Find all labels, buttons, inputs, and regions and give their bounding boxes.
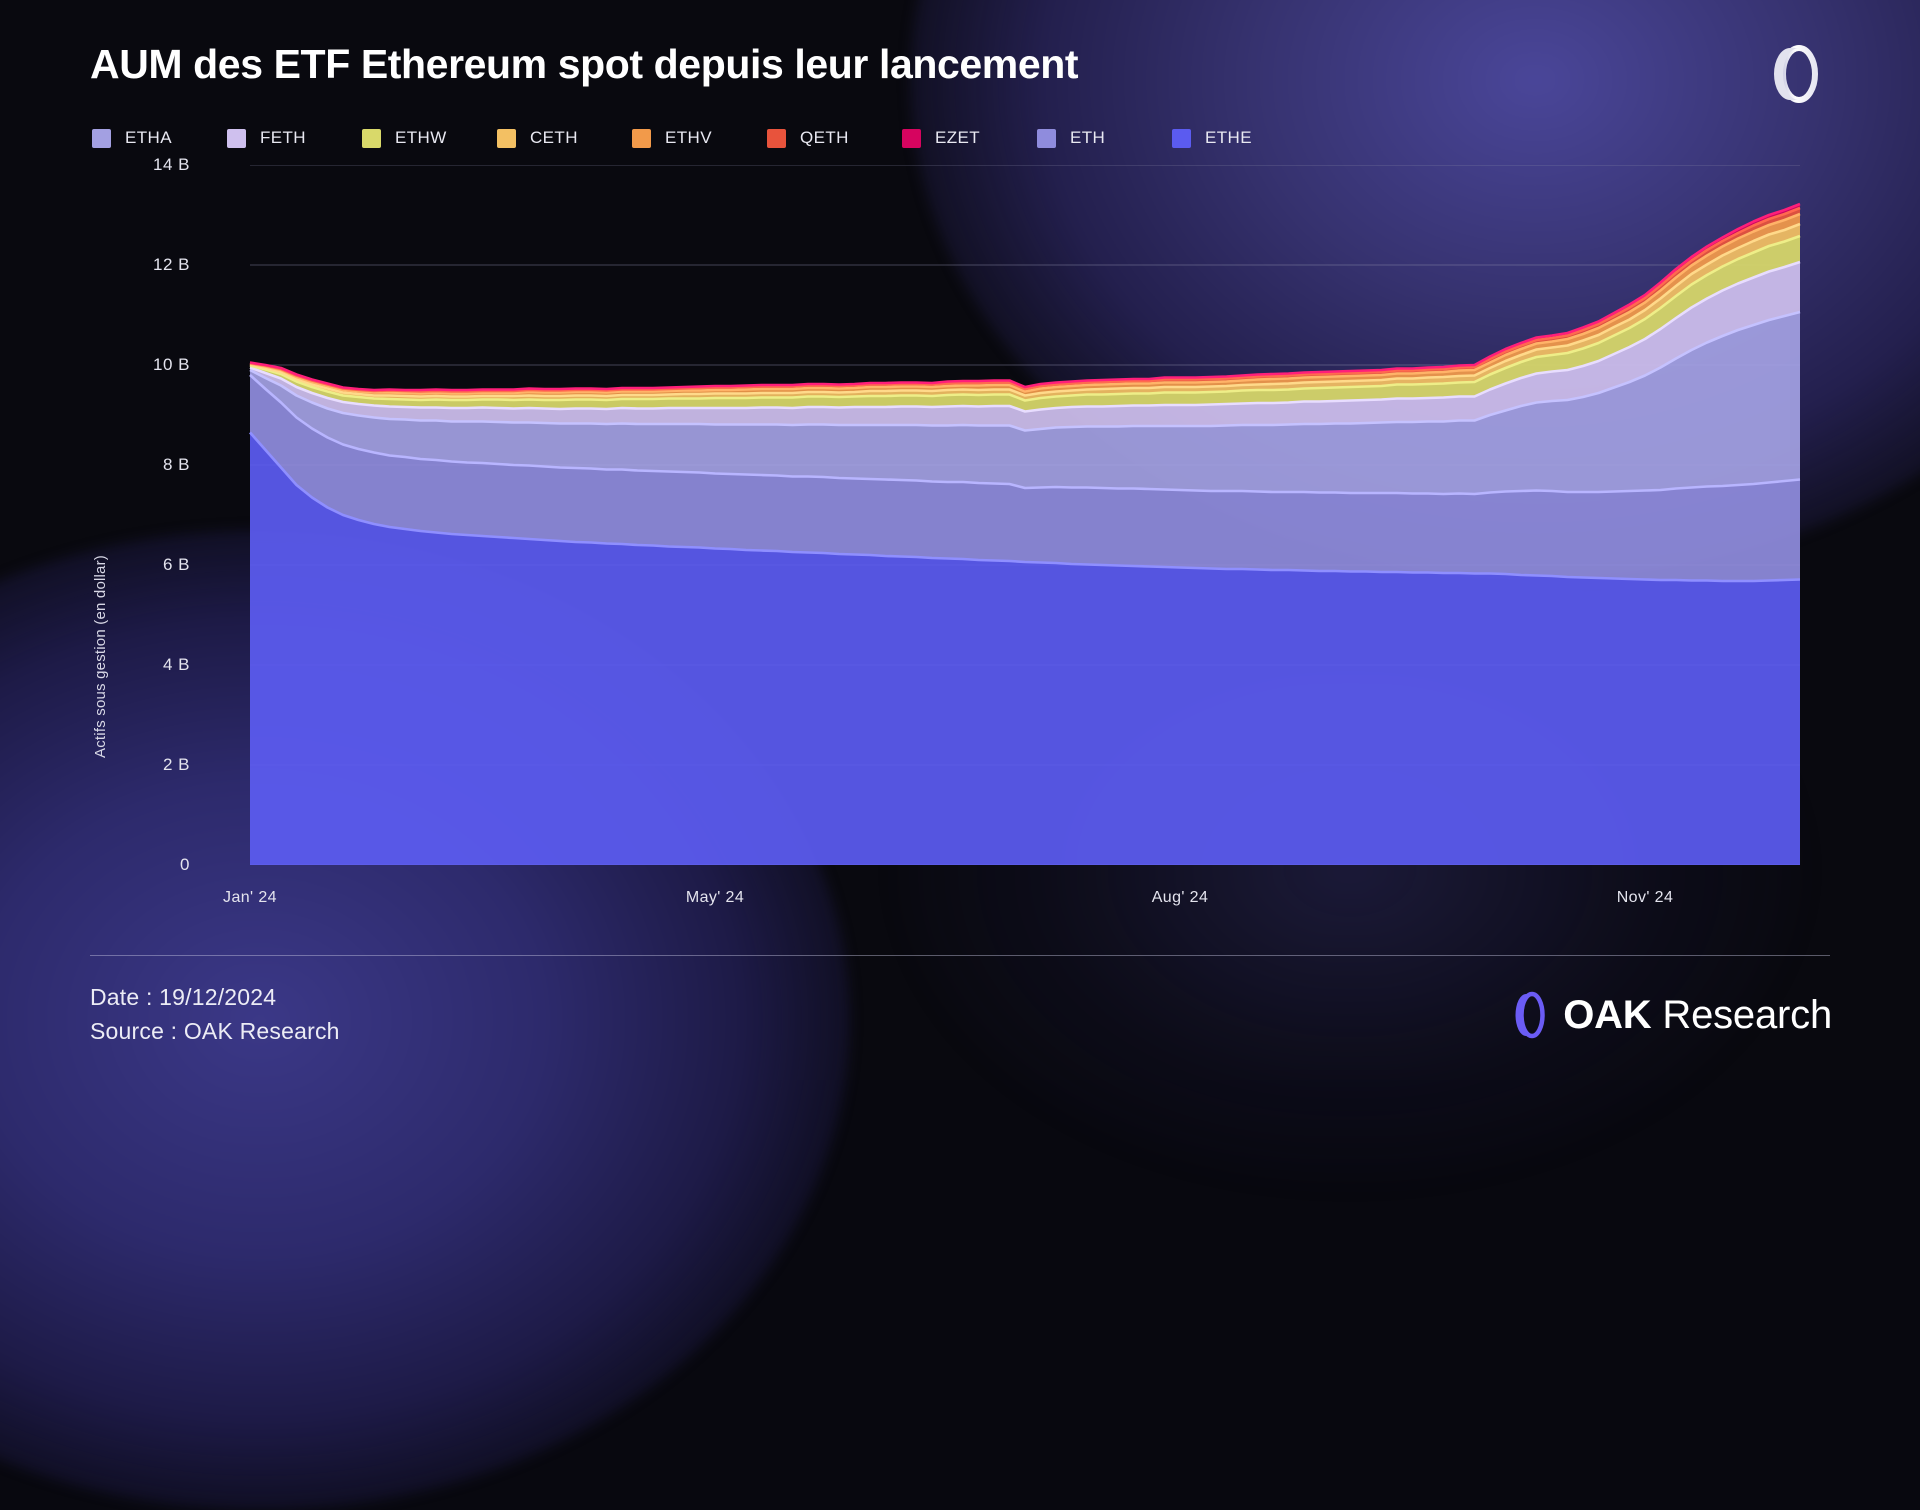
legend-item-label: QETH [800, 128, 849, 147]
area-line-ethe [249, 431, 1801, 583]
legend-item-eth[interactable]: ETH [1037, 128, 1172, 148]
legend-swatch-icon [902, 128, 921, 148]
y-axis-tick-label: 8 B [162, 455, 190, 474]
area-band-feth [250, 262, 1800, 431]
legend-item-etha[interactable]: ETHA [92, 128, 227, 148]
y-axis-tick-label: 12 B [153, 255, 190, 274]
legend-item-ezet[interactable]: EZET [902, 128, 1037, 148]
area-line-ethw [249, 234, 1801, 402]
area-line-ethv [249, 212, 1801, 395]
area-band-etha [250, 312, 1800, 494]
y-axis-tick-label: 2 B [162, 755, 190, 774]
area-line-ceth [249, 222, 1801, 398]
footer-logo-text: OAK Research [1563, 993, 1832, 1038]
x-axis-tick-label: May' 24 [685, 889, 745, 906]
legend-swatch-icon [362, 128, 381, 148]
legend-swatch-icon [632, 128, 651, 148]
legend-swatch-icon [767, 128, 786, 148]
area-line-ezet [249, 202, 1801, 392]
legend-item-label: EZET [935, 128, 981, 147]
legend-item-label: ETHA [125, 128, 172, 147]
legend-item-ethe[interactable]: ETHE [1172, 128, 1307, 148]
page-title: AUM des ETF Ethereum spot depuis leur la… [90, 41, 1079, 87]
legend-item-ethv[interactable]: ETHV [632, 128, 767, 148]
legend-item-label: ETHV [665, 128, 712, 147]
area-line-feth [249, 260, 1801, 413]
x-axis-tick-label: Nov' 24 [1616, 889, 1674, 906]
oak-ring-logo-icon [1758, 38, 1830, 110]
area-line-qeth [249, 206, 1801, 393]
footer-date: Date : 19/12/2024 [90, 984, 277, 1010]
area-line-etha [249, 310, 1801, 432]
y-axis-tick-label: 10 B [153, 355, 190, 374]
header: AUM des ETF Ethereum spot depuis leur la… [90, 41, 1830, 112]
legend-item-qeth[interactable]: QETH [767, 128, 902, 148]
x-axis-ticks: Jan' 24 May' 24 Aug' 24 Nov' 24 [0, 865, 1920, 906]
chart-legend: ETHA FETH ETHW CETH ETHV QETH EZET ETH ETHE [92, 128, 1307, 148]
area-line-eth [249, 374, 1801, 496]
footer-logo: OAK Research [1507, 986, 1832, 1044]
y-axis-tick-label: 4 B [162, 655, 190, 674]
footer-source: Source : OAK Research [90, 1018, 340, 1045]
footer-divider [90, 955, 1830, 956]
legend-swatch-icon [497, 128, 516, 148]
legend-swatch-icon [1172, 128, 1191, 148]
legend-swatch-icon [1037, 128, 1056, 148]
footer-meta: Date : 19/12/2024 Source : OAK Research [90, 980, 340, 1048]
x-axis-tick-label: Aug' 24 [1151, 889, 1209, 906]
chart-page: AUM des ETF Ethereum spot depuis leur la… [0, 41, 1920, 1048]
y-axis-tick-label: 6 B [162, 555, 190, 574]
area-band-ethe [250, 432, 1800, 865]
legend-item-label: ETH [1070, 128, 1106, 147]
legend-item-label: ETHW [395, 128, 447, 147]
legend-swatch-icon [92, 128, 111, 148]
y-axis-tick-label: 14 B [153, 155, 190, 174]
area-band-eth [250, 375, 1800, 581]
y-axis-tick-label: 0 [180, 855, 190, 874]
legend-item-label: ETHE [1205, 128, 1252, 147]
legend-item-ceth[interactable]: CETH [497, 128, 632, 148]
legend-item-label: CETH [530, 128, 578, 147]
x-axis-tick-label: Jan' 24 [223, 889, 277, 906]
stacked-area-chart [249, 165, 1801, 865]
legend-item-feth[interactable]: FETH [227, 128, 362, 148]
legend-swatch-icon [227, 128, 246, 148]
y-axis-ticks: 0 2 B 4 B 6 B 8 B 10 B 12 B 14 B [110, 155, 190, 874]
footer-logo-bold: OAK [1563, 992, 1652, 1037]
legend-item-ethw[interactable]: ETHW [362, 128, 497, 148]
footer-logo-light: Research [1651, 992, 1832, 1037]
legend-item-label: FETH [260, 128, 306, 147]
oak-ring-logo-icon [1507, 986, 1549, 1044]
